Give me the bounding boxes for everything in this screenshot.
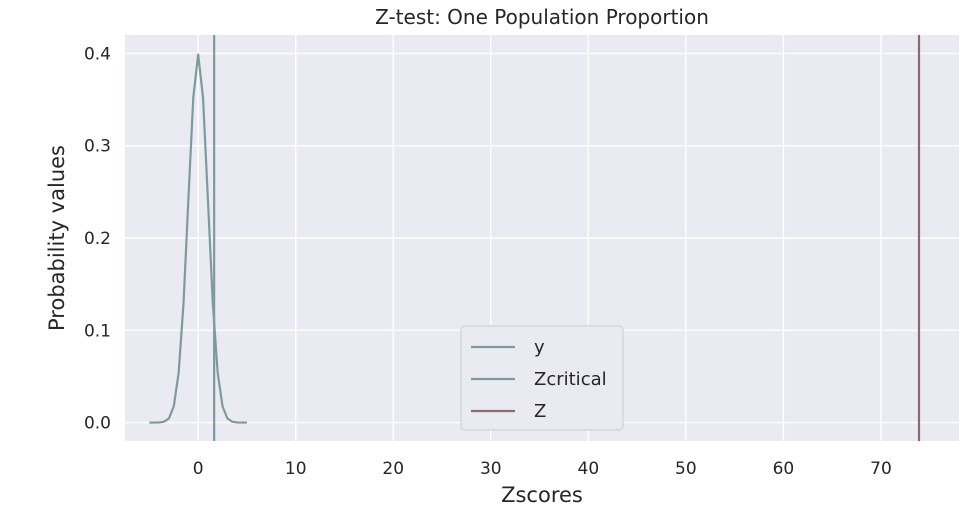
legend-label: Z: [534, 401, 546, 422]
x-tick-label: 0: [193, 459, 204, 479]
y-tick-label: 0.0: [84, 414, 111, 434]
x-tick-label: 70: [870, 459, 892, 479]
y-tick-label: 0.1: [84, 321, 111, 341]
y-axis-label: Probability values: [45, 145, 69, 331]
legend-label: y: [534, 337, 545, 358]
x-tick-label: 40: [578, 459, 600, 479]
legend-box: [460, 325, 624, 431]
y-tick-label: 0.4: [84, 44, 111, 64]
y-tick-label: 0.3: [84, 137, 111, 157]
x-tick-label: 10: [285, 459, 307, 479]
y-tick-label: 0.2: [84, 229, 111, 249]
x-tick-label: 60: [773, 459, 795, 479]
tick-labels: 0 10 20 30 40 50 60 70 0.0 0.1 0.2 0.3 0.4: [84, 44, 892, 479]
series: [149, 35, 921, 441]
legend-label: Zcritical: [534, 369, 607, 390]
x-tick-label: 20: [382, 459, 404, 479]
x-tick-label: 50: [675, 459, 697, 479]
legend: y Zcritical Z: [460, 325, 624, 431]
legend-items: y Zcritical Z: [471, 337, 607, 422]
chart-title: Z-test: One Population Proportion: [375, 5, 709, 29]
x-tick-label: 30: [480, 459, 502, 479]
series-y-curve: [149, 53, 247, 424]
x-axis-label: Zscores: [501, 483, 583, 507]
